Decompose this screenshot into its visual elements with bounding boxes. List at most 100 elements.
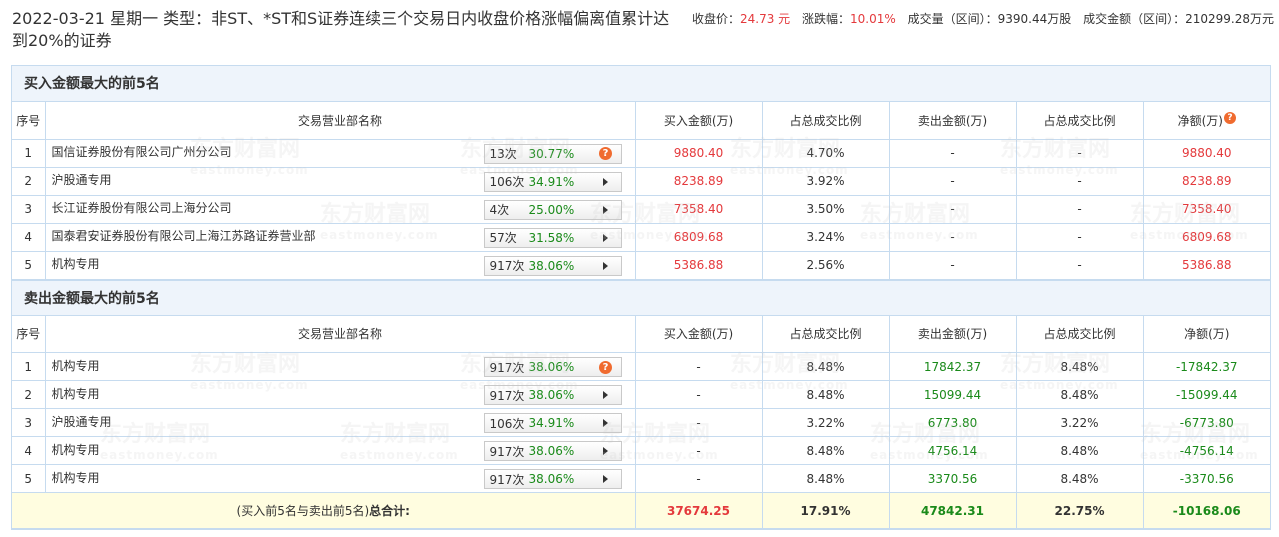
branch-name-link[interactable]: 机构专用 <box>51 358 100 373</box>
arrow-right-icon[interactable] <box>603 475 608 483</box>
history-win-rate: 31.58% <box>528 230 575 245</box>
row-name-cell: 国信证券股份有限公司广州分公司 13次 30.77%? <box>45 139 636 168</box>
history-badge[interactable]: 57次 31.58% <box>483 227 622 248</box>
row-net: 9880.40 <box>1143 139 1270 168</box>
badge-icon-wrap[interactable] <box>595 391 617 399</box>
header-buy-ratio: 占总成交比例 <box>762 315 890 353</box>
header-net: 净额(万)? <box>1143 102 1270 140</box>
question-icon[interactable]: ? <box>1223 111 1236 124</box>
branch-name-link[interactable]: 机构专用 <box>51 470 100 485</box>
branch-name-link[interactable]: 长江证券股份有限公司上海分公司 <box>51 201 232 215</box>
buy-table-body: 1 国信证券股份有限公司广州分公司 13次 30.77%? 9880.40 4.70% - -… <box>12 139 1270 280</box>
history-win-rate: 38.06% <box>528 472 575 486</box>
row-seq: 3 <box>12 408 46 437</box>
header-sell: 卖出金额(万) <box>889 102 1017 140</box>
badge-icon-wrap[interactable] <box>595 177 617 186</box>
row-name-cell: 机构专用 917次 38.06% <box>45 251 636 280</box>
total-row: (买入前5名与卖出前5名)总合计: 37674.25 17.91% 47842.… <box>12 492 1270 529</box>
badge-icon-wrap[interactable]: ? <box>595 147 617 160</box>
table-row: 4 机构专用 917次 38.06% -8.48% 4756.14 8.48% -4756.1… <box>12 436 1270 465</box>
row-buy: - <box>635 464 763 493</box>
row-buy-ratio: 3.22% <box>762 408 890 437</box>
row-sell-ratio: 8.48% <box>1016 380 1144 409</box>
trading-table-wrapper: 买入金额最大的前5名 序号 交易营业部名称 买入金额(万) 占总成交比例 卖出金… <box>11 65 1271 530</box>
header-net: 净额(万) <box>1143 315 1270 353</box>
question-icon[interactable]: ? <box>599 147 612 160</box>
table-row: 1 机构专用 917次 38.06%? -8.48% 17842.37 8.48% -1784… <box>12 352 1270 381</box>
arrow-right-icon[interactable] <box>603 261 608 270</box>
arrow-right-icon[interactable] <box>603 177 608 186</box>
branch-name-link[interactable]: 沪股通专用 <box>51 173 112 187</box>
arrow-right-icon[interactable] <box>603 205 608 214</box>
branch-name-link[interactable]: 机构专用 <box>51 442 100 457</box>
badge-icon-wrap[interactable] <box>595 205 617 214</box>
row-sell: - <box>889 167 1017 196</box>
row-buy: - <box>635 352 763 381</box>
row-buy-ratio: 3.50% <box>762 195 890 224</box>
branch-name-link[interactable]: 机构专用 <box>51 386 100 401</box>
row-buy-ratio: 3.92% <box>762 167 890 196</box>
header-name: 交易营业部名称 <box>45 315 636 353</box>
row-buy-ratio: 4.70% <box>762 139 890 168</box>
branch-name-link[interactable]: 国信证券股份有限公司广州分公司 <box>51 145 232 159</box>
history-win-rate: 34.91% <box>528 416 575 430</box>
history-win-rate: 38.06% <box>528 388 575 402</box>
badge-icon-wrap[interactable]: ? <box>595 360 617 374</box>
history-badge[interactable]: 917次 38.06% <box>483 469 622 489</box>
row-sell: 4756.14 <box>889 436 1017 465</box>
branch-name-link[interactable]: 沪股通专用 <box>51 414 112 429</box>
total-label-prefix: (买入前5名与卖出前5名) <box>236 504 370 518</box>
history-count: 917次 <box>489 388 525 403</box>
history-badge[interactable]: 106次 34.91% <box>483 171 622 192</box>
header-buy: 买入金额(万) <box>635 315 763 353</box>
row-sell-ratio: - <box>1016 223 1144 252</box>
row-sell: - <box>889 251 1017 280</box>
history-count: 917次 <box>489 259 525 273</box>
row-sell: - <box>889 195 1017 224</box>
row-seq: 2 <box>12 380 46 409</box>
stock-summary: 收盘价：24.73 元 涨跌幅：10.01% 成交量（区间）：9390.44万股… <box>692 11 1274 27</box>
history-badge[interactable]: 917次 38.06% <box>483 385 622 405</box>
arrow-right-icon[interactable] <box>603 419 608 427</box>
sell-table-body: 1 机构专用 917次 38.06%? -8.48% 17842.37 8.48% -1784… <box>12 352 1270 493</box>
row-seq: 1 <box>12 139 46 168</box>
history-count: 917次 <box>489 360 525 375</box>
history-count: 57次 <box>489 231 517 245</box>
badge-icon-wrap[interactable] <box>595 419 617 427</box>
history-badge[interactable]: 106次 34.91% <box>483 413 622 433</box>
history-badge[interactable]: 917次 38.06% <box>483 255 622 276</box>
badge-icon-wrap[interactable] <box>595 261 617 270</box>
badge-icon-wrap[interactable] <box>595 233 617 242</box>
history-count: 4次 <box>489 203 510 217</box>
table-row: 5 机构专用 917次 38.06% 5386.88 2.56% - -5386.88 <box>12 251 1270 280</box>
row-seq: 1 <box>12 352 46 381</box>
history-badge[interactable]: 917次 38.06% <box>483 441 622 461</box>
row-name-cell: 机构专用 917次 38.06% <box>45 436 636 465</box>
arrow-right-icon[interactable] <box>603 447 608 455</box>
history-badge[interactable]: 917次 38.06%? <box>483 357 622 377</box>
row-name-cell: 机构专用 917次 38.06%? <box>45 352 636 381</box>
row-sell: 15099.44 <box>889 380 1017 409</box>
branch-name-link[interactable]: 机构专用 <box>51 257 100 271</box>
history-count: 13次 <box>489 147 517 161</box>
arrow-right-icon[interactable] <box>603 391 608 399</box>
row-seq: 5 <box>12 464 46 493</box>
history-count: 106次 <box>489 175 525 189</box>
row-name-cell: 国泰君安证券股份有限公司上海江苏路证券营业部 57次 31.58% <box>45 223 636 252</box>
badge-icon-wrap[interactable] <box>595 447 617 455</box>
arrow-right-icon[interactable] <box>603 233 608 242</box>
history-count: 917次 <box>489 444 525 459</box>
row-buy-ratio: 2.56% <box>762 251 890 280</box>
history-win-rate: 38.06% <box>528 360 575 374</box>
sell-table: 序号 交易营业部名称 买入金额(万) 占总成交比例 卖出金额(万) 占总成交比例… <box>12 315 1270 529</box>
buy-table-header: 序号 交易营业部名称 买入金额(万) 占总成交比例 卖出金额(万) 占总成交比例… <box>12 102 1270 140</box>
question-icon[interactable]: ? <box>599 360 612 374</box>
history-badge[interactable]: 4次 25.00% <box>483 199 622 220</box>
row-seq: 5 <box>12 251 46 280</box>
row-buy: 9880.40 <box>635 139 763 168</box>
branch-name-link[interactable]: 国泰君安证券股份有限公司上海江苏路证券营业部 <box>51 229 316 243</box>
page-header: 2022-03-21 星期一 类型：非ST、*ST和S证券连续三个交易日内收盘价… <box>12 8 1274 58</box>
badge-icon-wrap[interactable] <box>595 475 617 483</box>
history-badge[interactable]: 13次 30.77%? <box>483 143 622 164</box>
row-sell: 3370.56 <box>889 464 1017 493</box>
